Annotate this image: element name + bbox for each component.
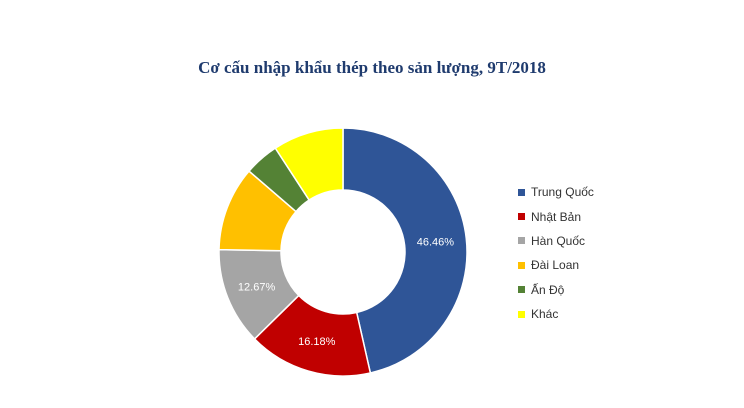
legend-label: Nhật Bản: [531, 209, 582, 224]
legend-swatch: [518, 286, 525, 294]
legend-item-trung-quoc: Trung Quốc: [518, 180, 594, 204]
legend-item-han-quoc: Hàn Quốc: [518, 229, 594, 253]
legend-swatch: [518, 237, 525, 245]
slice-khac: [274, 127, 344, 202]
legend-label: Đài Loan: [531, 258, 580, 273]
data-label-nhat-ban: 16.18%: [298, 336, 336, 348]
data-label-trung-quoc: 46.46%: [417, 237, 455, 249]
legend-label: Trung Quốc: [531, 185, 594, 200]
legend-item-an-do: Ấn Độ: [518, 278, 594, 302]
legend-swatch: [518, 188, 525, 196]
legend-item-khac: Khác: [518, 302, 594, 326]
legend-swatch: [518, 213, 525, 221]
legend-label: Ấn Độ: [531, 282, 565, 297]
legend-swatch: [518, 261, 525, 269]
slice-trung-quoc: [342, 127, 468, 374]
legend-item-dai-loan: Đài Loan: [518, 253, 594, 277]
legend: Trung Quốc Nhật Bản Hàn Quốc Đài Loan Ấn Độ K…: [518, 180, 594, 326]
legend-swatch: [518, 310, 525, 318]
legend-label: Khác: [531, 307, 559, 322]
legend-item-nhat-ban: Nhật Bản: [518, 204, 594, 228]
chart-title: Cơ cấu nhập khẩu thép theo sản lượng, 9T…: [198, 58, 546, 77]
data-label-han-quoc: 12.67%: [238, 281, 276, 293]
legend-label: Hàn Quốc: [531, 233, 586, 248]
